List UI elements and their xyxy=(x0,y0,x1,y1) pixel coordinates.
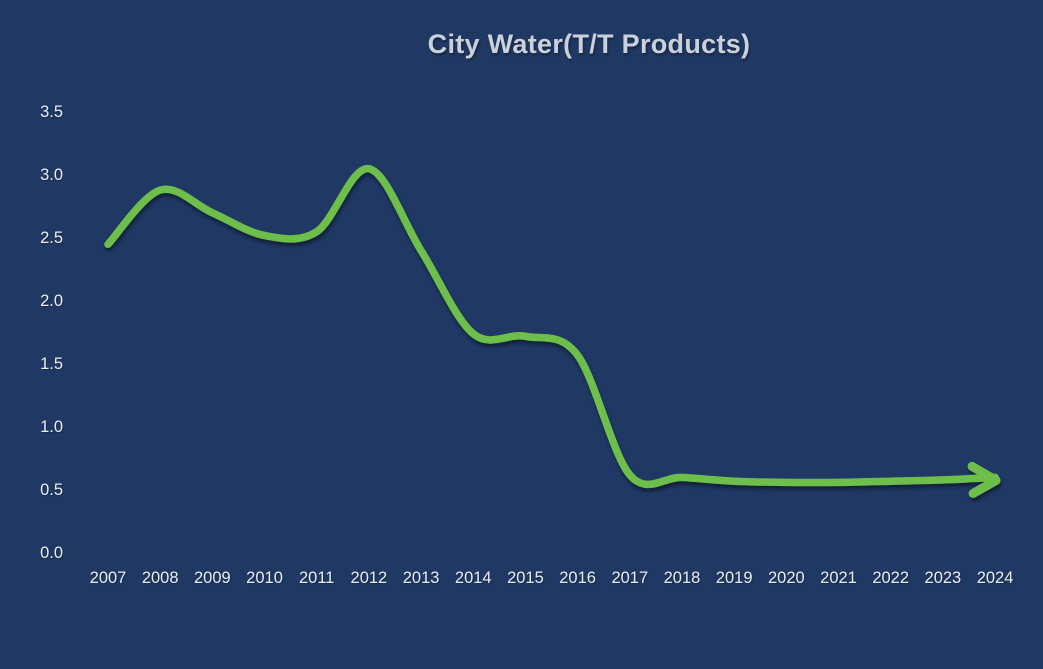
x-tick-label: 2012 xyxy=(350,569,388,587)
x-tick-label: 2011 xyxy=(298,569,335,587)
x-tick-label: 2020 xyxy=(767,569,805,587)
x-tick-label: 2023 xyxy=(924,569,962,587)
x-tick-label: 2010 xyxy=(246,569,283,587)
y-tick-label: 2.5 xyxy=(40,229,63,247)
x-tick-label: 2021 xyxy=(820,569,857,587)
x-tick-label: 2024 xyxy=(976,569,1014,587)
x-tick-label: 2017 xyxy=(611,569,649,587)
arrowhead-icon xyxy=(967,461,1001,498)
x-tick-label: 2019 xyxy=(715,569,753,587)
y-tick-label: 1.0 xyxy=(40,418,63,436)
y-tick-label: 0.5 xyxy=(40,481,63,499)
chart-title: City Water(T/T Products) xyxy=(427,29,751,59)
series-line xyxy=(104,164,999,489)
y-tick-label: 1.5 xyxy=(40,355,63,373)
x-tick-label: 2022 xyxy=(872,569,910,587)
x-tick-label: 2008 xyxy=(141,569,179,587)
y-tick-label: 2.0 xyxy=(40,292,63,310)
x-tick-label: 2018 xyxy=(663,569,701,587)
x-tick-label: 2013 xyxy=(402,569,440,587)
x-tick-label: 2014 xyxy=(454,569,492,587)
x-tick-label: 2009 xyxy=(194,569,231,587)
y-tick-label: 3.5 xyxy=(40,103,63,121)
y-tick-label: 0.0 xyxy=(40,544,63,562)
y-tick-label: 3.0 xyxy=(40,166,63,184)
x-tick-label: 2015 xyxy=(507,569,544,587)
x-tick-label: 2016 xyxy=(559,569,596,587)
x-tick-label: 2007 xyxy=(89,569,127,587)
